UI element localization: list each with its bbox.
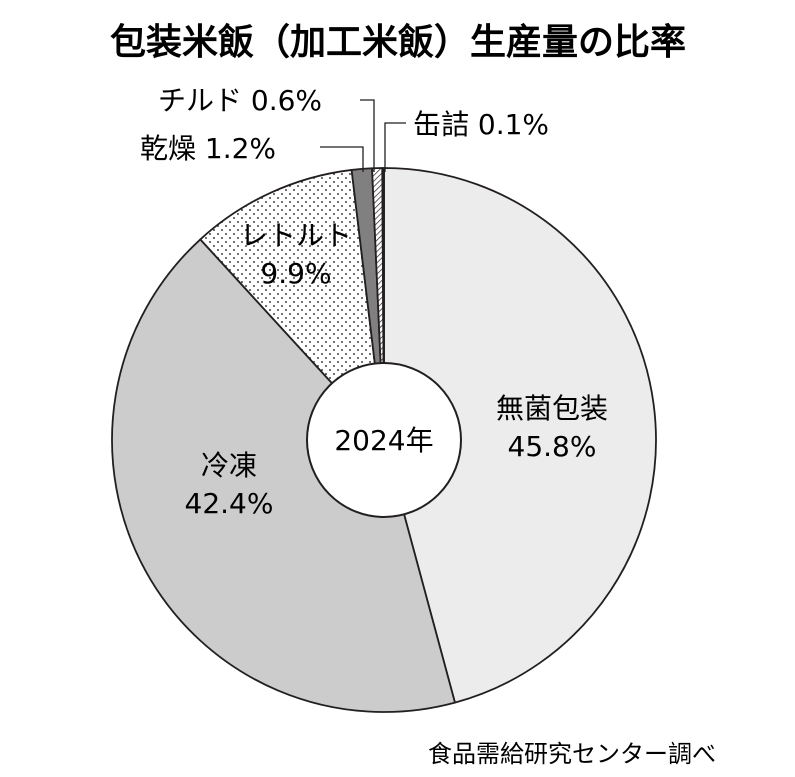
slice-label-musen-name: 無菌包装 [496, 392, 608, 425]
slice-label-musen-value: 45.8% [508, 430, 597, 463]
chart-title: 包装米飯（加工米飯）生産量の比率 [110, 22, 686, 63]
slice-label-kanso: 乾燥 1.2% [140, 132, 276, 165]
center-hole [306, 362, 462, 518]
leader-line-kanzume [384, 122, 406, 172]
source-note: 食品需給研究センター調べ [428, 740, 716, 768]
slice-label-reito-name: 冷凍 [201, 449, 257, 482]
pie-slice-1 [111, 238, 456, 713]
leader-line-chilled [360, 99, 375, 172]
leader-line-kanso [320, 146, 364, 172]
slice-label-retort-name: レトルト [240, 219, 352, 252]
slice-label-kanzume: 缶詰 0.1% [413, 108, 549, 141]
pie-slice-0 [383, 167, 657, 704]
slice-label-chilled: チルド 0.6% [158, 84, 322, 117]
pie-slice-2 [199, 169, 385, 441]
slice-label-retort-value: 9.9% [260, 257, 331, 290]
pie-slices [111, 167, 657, 713]
center-label: 2024年 [334, 424, 433, 457]
slice-label-reito-value: 42.4% [185, 487, 274, 520]
